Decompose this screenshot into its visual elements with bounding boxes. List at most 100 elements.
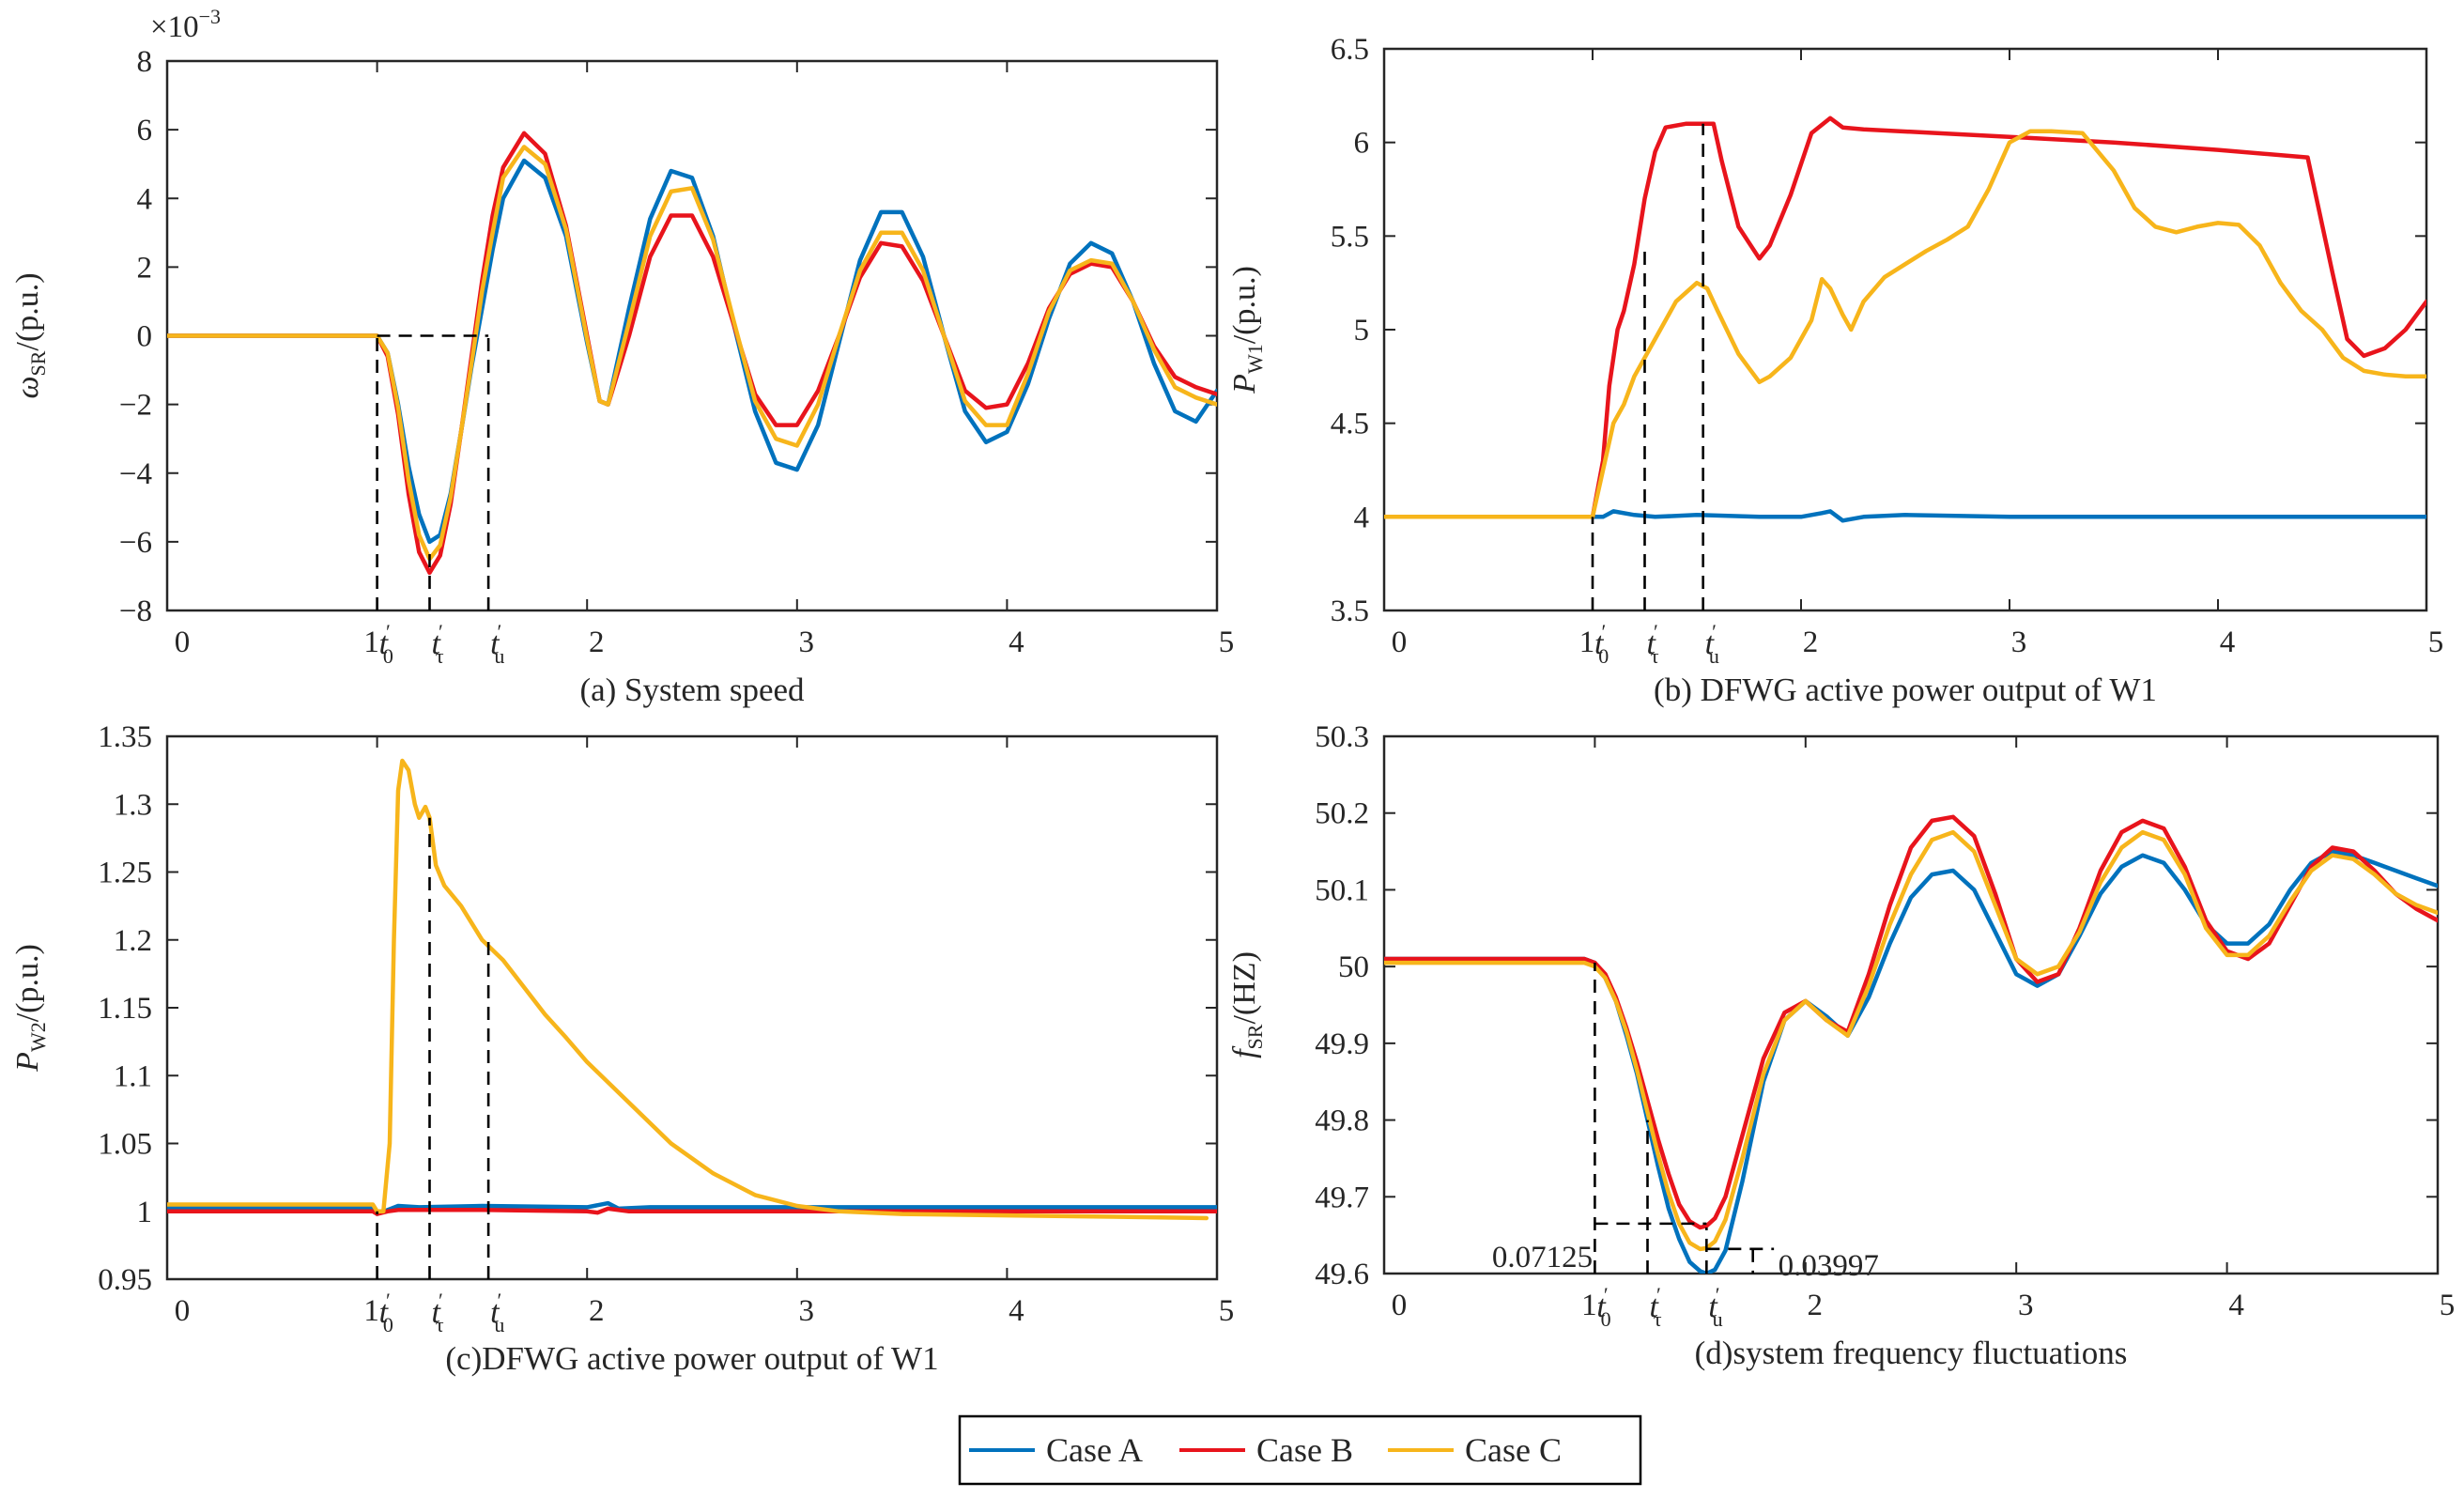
ytick-label-b: 4	[1354, 501, 1370, 534]
ytick-label-b: 3.5	[1331, 595, 1369, 628]
panel-c: 0.95 1 1.05 1.1 1.15 1.2 1.25 1.3 1.35 0 1 2 3 4 5 PW2/…	[10, 720, 1234, 1377]
series-line-case-b	[167, 131, 1217, 576]
panel-d: 49.6 49.7 49.8 49.9 50 50.1 50.2 50.3 0 1 2 3 4 5 fSR/…	[1227, 720, 2455, 1371]
ytick-label-b: 5.5	[1331, 220, 1369, 254]
series-line-case-c	[167, 145, 1217, 562]
ytick-label-d: 50.2	[1315, 797, 1369, 831]
ytick-label-c: 1	[137, 1196, 153, 1229]
series-group-b	[1384, 116, 2426, 523]
axes-box-d	[1382, 734, 2440, 1275]
ytick-label-b: 4.5	[1331, 408, 1369, 441]
time-mark-u: t′ u	[490, 620, 504, 668]
axes-box-c	[165, 734, 1219, 1281]
xtick-label-b: 0	[1392, 625, 1408, 659]
xtick-label-b: 3	[2011, 625, 2027, 659]
xtick-label-a: 4	[1009, 625, 1024, 659]
xtick-label-a: 0	[175, 625, 191, 659]
legend: Case A Case B Case C	[958, 1414, 1642, 1486]
ytick-label-a: −4	[119, 457, 152, 491]
xtick-label-c: 1	[363, 1294, 379, 1328]
series-line-case-c	[167, 758, 1209, 1221]
time-mark-0: t′ 0	[379, 620, 393, 668]
xtick-label-b: 2	[1803, 625, 1819, 659]
ytick-label-a: −6	[119, 526, 152, 560]
ytick-label-d: 49.9	[1315, 1027, 1369, 1061]
ytick-label-c: 1.15	[98, 992, 152, 1026]
xtick-label-d: 3	[2018, 1289, 2034, 1322]
legend-label-case-c: Case C	[1465, 1431, 1562, 1469]
ytick-label-a: 8	[137, 45, 153, 79]
ylabel-b: PW1/(p.u.)	[1227, 266, 1267, 394]
ytick-label-d: 49.8	[1315, 1104, 1369, 1138]
guides-b	[1591, 123, 1704, 610]
ytick-label-a: −2	[119, 389, 152, 423]
ytick-label-c: 1.3	[114, 788, 152, 822]
ytick-label-a: 4	[137, 182, 153, 216]
time-mark-τ: t′ τ	[1650, 1283, 1662, 1331]
time-mark-τ: t′ τ	[432, 620, 444, 668]
legend-label-case-b: Case B	[1256, 1431, 1353, 1469]
ytick-label-a: 2	[137, 251, 153, 285]
time-mark-0: t′ 0	[1596, 1283, 1610, 1331]
xtick-label-c: 4	[1009, 1294, 1024, 1328]
ytick-label-b: 6.5	[1331, 33, 1369, 67]
caption-a: (a) System speed	[579, 672, 805, 708]
ytick-label-b: 6	[1354, 127, 1370, 161]
series-group-a	[167, 131, 1217, 576]
series-line-case-b	[1384, 116, 2426, 519]
ytick-label-c: 1.1	[114, 1059, 152, 1093]
series-line-case-c	[1384, 129, 2426, 519]
series-line-case-c	[1384, 829, 2438, 1252]
series-group-c	[167, 758, 1217, 1221]
ytick-label-d: 49.6	[1315, 1258, 1369, 1291]
xtick-label-b: 4	[2220, 625, 2236, 659]
time-mark-u: t′ u	[490, 1289, 504, 1336]
xtick-label-c: 3	[799, 1294, 815, 1328]
xtick-label-d: 5	[2440, 1289, 2456, 1322]
time-mark-u: t′ u	[1708, 1283, 1722, 1331]
series-line-case-a	[1384, 509, 2426, 523]
panel-b: 3.5 4 4.5 5 5.5 6 6.5 0 1 2 3 4 5 PW1/(p.u.) (b) DFWG …	[1227, 33, 2443, 708]
ytick-label-c: 1.05	[98, 1128, 152, 1162]
guides-d	[1594, 963, 1775, 1274]
caption-b: (b) DFWG active power output of W1	[1654, 672, 2157, 708]
series-line-case-a	[1384, 849, 2438, 1274]
ytick-label-a: 0	[137, 320, 153, 354]
xtick-label-a: 2	[589, 625, 605, 659]
ylabel-a: ωSR/(p.u.)	[10, 272, 50, 398]
ytick-label-c: 1.35	[98, 720, 152, 754]
xtick-label-b: 5	[2428, 625, 2444, 659]
xtick-label-d: 1	[1581, 1289, 1597, 1322]
panel-a: −8 −6 −4 −2 0 2 4 6 8 0 1 2 3 4 5 ωSR/(p.u.) ×10−3 (a) Sy…	[10, 5, 1234, 708]
caption-c: (c)DFWG active power output of W1	[445, 1340, 938, 1377]
guides-c	[376, 817, 490, 1279]
xtick-label-c: 2	[589, 1294, 605, 1328]
guides-a	[376, 334, 490, 610]
caption-d: (d)system frequency fluctuations	[1695, 1335, 2128, 1371]
ytick-label-c: 1.2	[114, 924, 152, 958]
time-mark-0: t′ 0	[379, 1289, 393, 1336]
time-mark-τ: t′ τ	[1647, 620, 1659, 668]
legend-box	[958, 1414, 1642, 1486]
xtick-label-c: 0	[175, 1294, 191, 1328]
annotation-07125: 0.07125	[1492, 1241, 1593, 1274]
time-mark-u: t′ u	[1705, 620, 1719, 668]
xtick-label-c: 5	[1219, 1294, 1235, 1328]
ytick-label-c: 0.95	[98, 1263, 152, 1297]
legend-label-case-a: Case A	[1046, 1431, 1143, 1469]
ytick-label-d: 50.3	[1315, 720, 1369, 754]
series-line-case-b	[1384, 814, 2438, 1230]
y-multiplier-a: ×10−3	[150, 5, 221, 44]
ytick-label-a: 6	[137, 114, 153, 147]
xtick-label-b: 1	[1579, 625, 1595, 659]
ytick-label-a: −8	[119, 595, 152, 628]
series-group-d	[1384, 814, 2438, 1274]
xtick-label-a: 3	[799, 625, 815, 659]
ytick-label-c: 1.25	[98, 857, 152, 890]
annotation-03997: 0.03997	[1779, 1249, 1879, 1283]
xtick-label-d: 2	[1808, 1289, 1824, 1322]
xtick-label-d: 0	[1392, 1289, 1408, 1322]
ytick-label-b: 5	[1354, 314, 1370, 347]
ylabel-c: PW2/(p.u.)	[10, 944, 50, 1073]
series-line-case-b	[167, 1206, 1217, 1216]
